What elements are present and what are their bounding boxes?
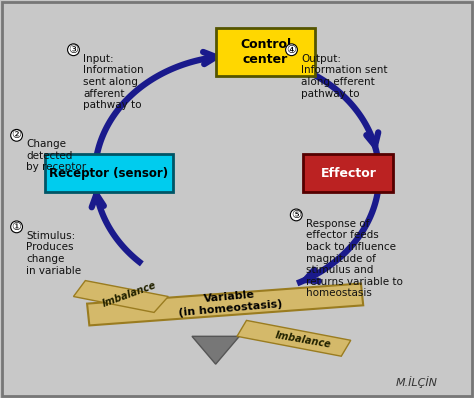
Text: Input:
Information
sent along
afferent
pathway to: Input: Information sent along afferent p… xyxy=(83,54,144,110)
Polygon shape xyxy=(73,281,168,312)
Text: Effector: Effector xyxy=(320,167,376,179)
Text: Imbalance: Imbalance xyxy=(101,280,158,309)
FancyBboxPatch shape xyxy=(216,28,315,76)
Polygon shape xyxy=(87,283,363,326)
Polygon shape xyxy=(237,320,351,356)
Text: Control
center: Control center xyxy=(240,38,291,66)
Text: Response of
effector feeds
back to influence
magnitude of
stimulus and
returns v: Response of effector feeds back to influ… xyxy=(306,219,402,298)
Text: ③: ③ xyxy=(68,45,79,55)
Text: Stimulus:
Produces
change
in variable: Stimulus: Produces change in variable xyxy=(26,231,81,276)
Text: Change
detected
by receptor: Change detected by receptor xyxy=(26,139,86,172)
Text: ④: ④ xyxy=(286,45,297,55)
Text: ⑤: ⑤ xyxy=(291,210,301,220)
FancyBboxPatch shape xyxy=(45,154,173,192)
Text: M.İLÇİN: M.İLÇİN xyxy=(396,376,438,388)
Text: Receptor (sensor): Receptor (sensor) xyxy=(49,167,169,179)
Text: Variable
(in homeostasis): Variable (in homeostasis) xyxy=(177,287,283,318)
Text: Output:
Information sent
along efferent
pathway to: Output: Information sent along efferent … xyxy=(301,54,387,99)
FancyBboxPatch shape xyxy=(303,154,393,192)
Text: ①: ① xyxy=(11,222,22,232)
Text: ②: ② xyxy=(11,130,22,140)
Polygon shape xyxy=(192,336,239,364)
Text: Imbalance: Imbalance xyxy=(274,330,332,350)
